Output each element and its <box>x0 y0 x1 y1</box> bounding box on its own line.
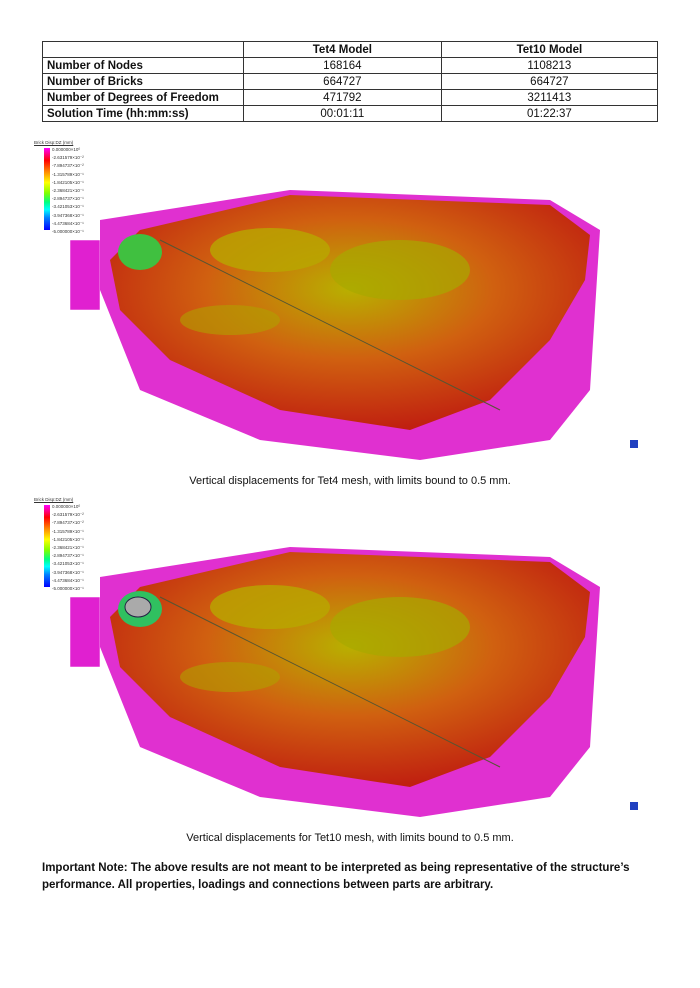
legend-value: 0.000000×10⁰ <box>52 147 81 152</box>
color-legend: Brick Disp:DZ (mm) 0.000000×10⁰ -2.631579×… <box>30 497 90 591</box>
cell: 3211413 <box>440 89 659 106</box>
legend-value: -1.315789×10⁻¹ <box>52 171 84 177</box>
legend-value: -2.368421×10⁻¹ <box>52 545 84 551</box>
legend-value: -3.421053×10⁻¹ <box>52 204 84 210</box>
cell: Number of Nodes <box>42 57 244 74</box>
cell: 471792 <box>243 89 442 106</box>
legend-value: 0.000000×10⁰ <box>52 504 81 509</box>
legend-value: -5.000000×10⁻¹ <box>52 586 84 592</box>
displacement-contour-figure: Brick Disp:DZ (mm) 0.000000×10⁰ -2.631579×… <box>30 497 670 827</box>
figure-caption: Vertical displacements for Tet10 mesh, w… <box>186 832 514 844</box>
legend-value: -5.000000×10⁻¹ <box>52 229 84 235</box>
cell: Number of Degrees of Freedom <box>42 89 244 106</box>
header-cell <box>42 41 244 58</box>
legend-value: -1.842105×10⁻¹ <box>52 536 84 542</box>
cell: 01:22:37 <box>440 105 659 122</box>
legend-value: -2.894737×10⁻¹ <box>52 196 84 202</box>
model-render <box>69 547 638 817</box>
model-comparison-table: Tet4 Model Tet10 Model Number of Nodes 168… <box>42 41 659 122</box>
legend-title: Brick Disp:DZ (mm) <box>34 140 74 145</box>
legend-value: -7.894737×10⁻² <box>52 520 84 526</box>
header-cell: Tet4 Model <box>243 41 442 58</box>
legend-value: -2.368421×10⁻¹ <box>52 188 84 194</box>
cell: 664727 <box>243 73 442 90</box>
table-row: Number of Degrees of Freedom 471792 321141… <box>42 89 659 106</box>
axis-triad-icon <box>630 440 638 448</box>
important-note: Important Note: The above results are no… <box>42 862 630 891</box>
color-legend: Brick Disp:DZ (mm) 0.000000×10⁰ -2.631579×… <box>30 140 90 234</box>
cell: Solution Time (hh:mm:ss) <box>42 105 244 122</box>
legend-value: -4.473684×10⁻¹ <box>52 577 84 583</box>
legend-value: -4.473684×10⁻¹ <box>52 220 84 226</box>
table-row: Solution Time (hh:mm:ss) 00:01:11 01:22:37 <box>42 105 659 122</box>
cell: 00:01:11 <box>243 105 442 122</box>
cell: 1108213 <box>440 57 659 74</box>
legend-value: -3.947368×10⁻¹ <box>52 212 84 218</box>
table-row: Number of Bricks 664727 664727 <box>42 73 659 90</box>
legend-value: -2.631579×10⁻² <box>52 512 84 518</box>
legend-title: Brick Disp:DZ (mm) <box>34 497 74 502</box>
cell: 664727 <box>440 73 659 90</box>
color-bar <box>44 148 50 230</box>
axis-triad-icon <box>630 802 638 810</box>
legend-value: -3.947368×10⁻¹ <box>52 569 84 575</box>
header-cell: Tet10 Model <box>440 41 659 58</box>
cell: Number of Bricks <box>42 73 244 90</box>
cell: 168164 <box>243 57 442 74</box>
figure-caption: Vertical displacements for Tet4 mesh, wi… <box>189 475 511 487</box>
legend-value: -1.315789×10⁻¹ <box>52 528 84 534</box>
table-row: Number of Nodes 168164 1108213 <box>42 57 659 74</box>
legend-value: -2.631579×10⁻² <box>52 155 84 161</box>
model-render <box>69 190 638 460</box>
color-bar <box>44 505 50 587</box>
legend-value: -1.842105×10⁻¹ <box>52 179 84 185</box>
legend-value: -7.894737×10⁻² <box>52 163 84 169</box>
legend-value: -3.421053×10⁻¹ <box>52 561 84 567</box>
legend-value: -2.894737×10⁻¹ <box>52 553 84 559</box>
displacement-contour-figure: Brick Disp:DZ (mm) 0.000000×10⁰ -2.631579×… <box>30 140 670 470</box>
